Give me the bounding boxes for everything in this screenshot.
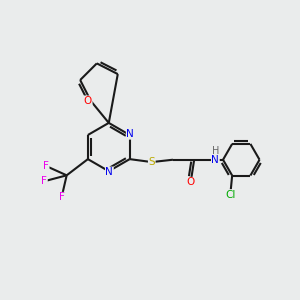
Text: N: N: [212, 155, 219, 165]
Text: H: H: [212, 146, 219, 157]
Text: F: F: [43, 161, 49, 172]
Text: S: S: [148, 157, 155, 167]
Text: F: F: [59, 192, 65, 203]
Text: F: F: [41, 176, 47, 186]
Text: O: O: [187, 177, 195, 188]
Text: O: O: [84, 96, 92, 106]
Text: N: N: [126, 129, 134, 139]
Text: N: N: [106, 167, 113, 177]
Text: Cl: Cl: [226, 190, 236, 200]
